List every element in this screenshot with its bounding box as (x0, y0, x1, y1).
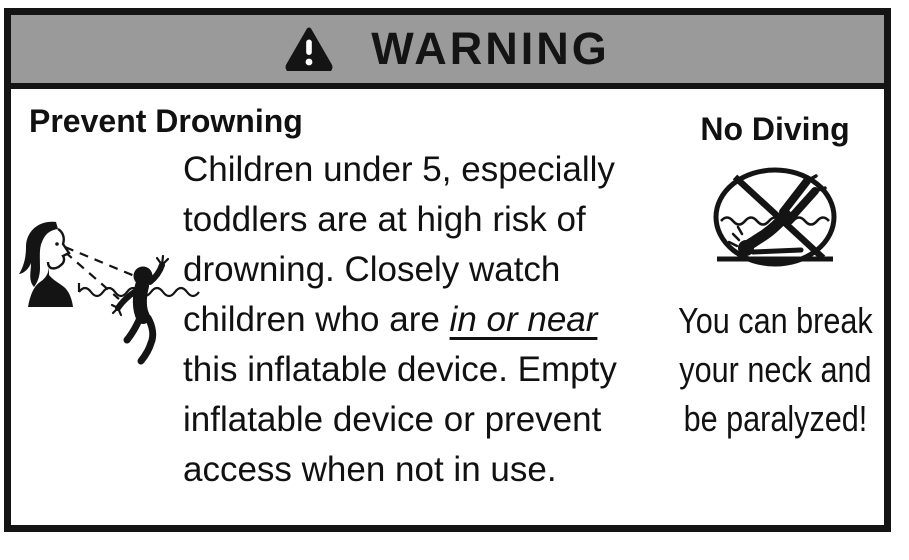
no-diving-line: be paralyzed! (683, 398, 867, 439)
no-diving-line: your neck and (678, 349, 872, 390)
no-diving-icon (709, 164, 841, 276)
label-content: Prevent Drowning (11, 89, 884, 525)
drowning-warning-paragraph: Children under 5, especially toddlers ar… (183, 145, 693, 495)
prevent-drowning-heading: Prevent Drowning (29, 103, 303, 139)
no-diving-line: You can break (677, 300, 873, 341)
no-diving-text: You can break your neck and be paralyzed… (678, 296, 873, 443)
paragraph-line: toddlers are at high risk of (183, 200, 586, 239)
adult-watching-child-in-water-icon (15, 217, 205, 387)
paragraph-line: this inflatable device. Empty (183, 350, 617, 389)
paragraph-line: drowning. Closely watch (183, 250, 561, 289)
in-or-near-emphasis: in or near (449, 300, 598, 339)
paragraph-text: children who are (183, 300, 450, 339)
warning-title: WARNING (371, 23, 610, 74)
warning-triangle-icon (285, 27, 333, 71)
paragraph-line-emphasis: children who are in or near (183, 295, 693, 345)
paragraph-line: access when not in use. (183, 450, 557, 489)
paragraph-line: Children under 5, especially (183, 150, 615, 189)
paragraph-line: inflatable device or prevent (183, 400, 602, 439)
no-diving-section: No Diving (651, 111, 899, 443)
warning-label: WARNING Prevent Drowning (4, 8, 891, 532)
no-diving-heading: No Diving (700, 111, 850, 147)
warning-header: WARNING (11, 15, 884, 89)
